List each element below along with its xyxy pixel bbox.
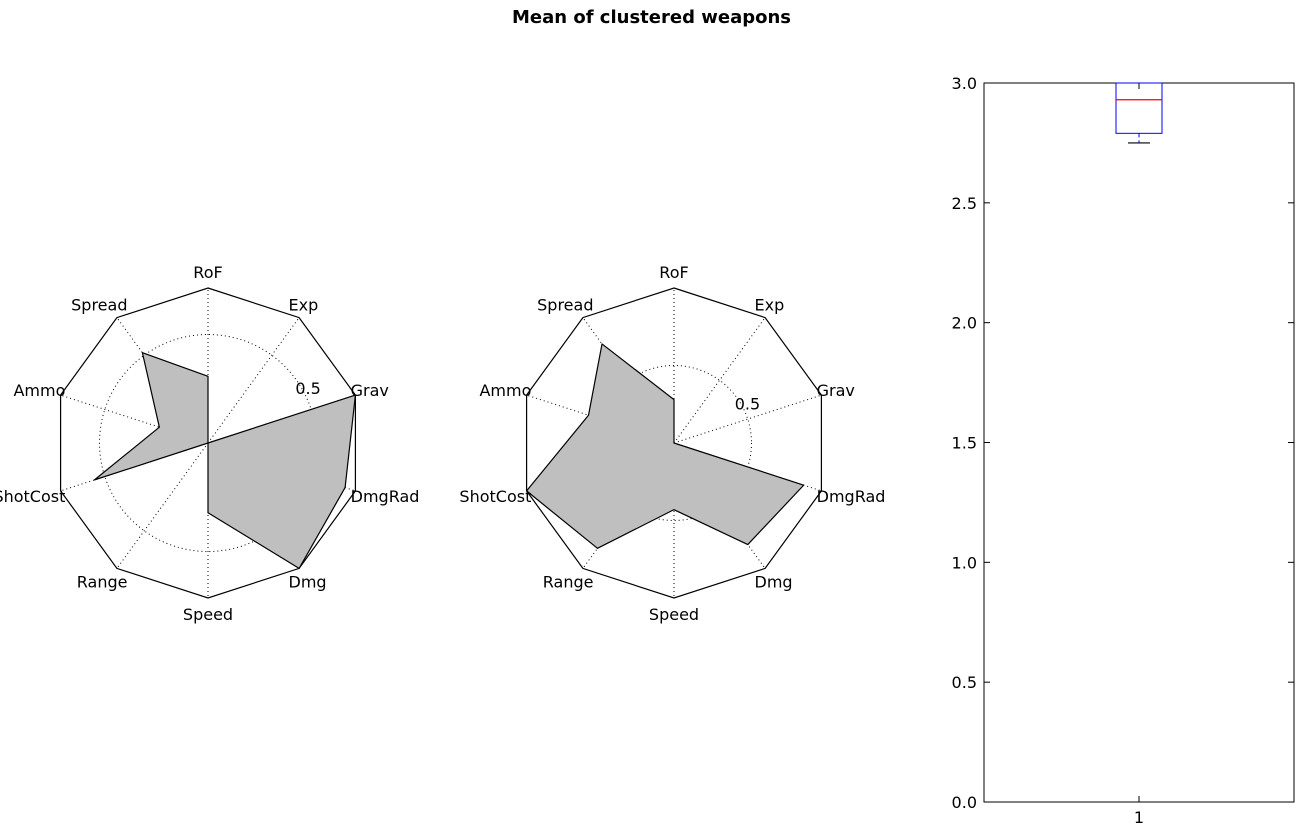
radar-axis-label: RoF <box>659 263 688 282</box>
radar-axis-label: Ammo <box>479 381 531 400</box>
y-tick-label: 3.0 <box>952 74 977 93</box>
radar-data-area <box>93 352 357 569</box>
radar-r-tick-label: 0.5 <box>735 395 760 414</box>
radar-data-area <box>525 343 805 549</box>
radar-axis-label: Speed <box>649 605 699 624</box>
radar-axis-label: Grav <box>817 381 855 400</box>
radar-axis-label: Spread <box>71 296 127 315</box>
radar-axis-label: Ammo <box>13 381 65 400</box>
radar-axis-label: DmgRad <box>351 487 420 506</box>
radar-axis-label: ShotCost <box>459 487 531 506</box>
radar-frame <box>59 287 357 599</box>
radar-chart-1: 0.5 RoF Exp Grav DmgRad Dmg Speed Range ShotCost… <box>0 263 419 624</box>
radar-axis-label: ShotCost <box>0 487 65 506</box>
radar-grid-circle <box>596 365 752 521</box>
y-tick-label: 1.0 <box>952 553 977 572</box>
y-tick-label: 0.0 <box>952 793 977 812</box>
radar-axis-label: Grav <box>351 381 389 400</box>
radar-axis-label: RoF <box>193 263 222 282</box>
y-tick-label: 2.5 <box>952 194 977 213</box>
boxplot-box <box>1115 82 1163 134</box>
radar-axis-label: Spread <box>537 296 593 315</box>
x-tick-label: 1 <box>1134 808 1144 827</box>
radar-axis-label: Range <box>543 572 594 591</box>
radar-spoke <box>673 317 766 444</box>
radar-frame <box>525 287 823 599</box>
figure-title: Mean of clustered weapons <box>512 7 791 28</box>
radar-axis-label: Speed <box>183 605 233 624</box>
radar-r-tick-label: 0.5 <box>295 379 320 398</box>
radar-axis-label: Exp <box>755 296 785 315</box>
boxplot-chart: 0.0 0.5 1.0 1.5 2.0 2.5 3.0 1 <box>952 74 1295 827</box>
radar-chart-2: 0.5 RoF Exp Grav DmgRad Dmg Speed Range ShotCost… <box>459 263 885 624</box>
radar-axis-label: Exp <box>289 296 319 315</box>
y-tick-label: 1.5 <box>952 434 977 453</box>
y-tick-label: 0.5 <box>952 673 977 692</box>
radar-axis-label: Range <box>77 572 128 591</box>
y-tick-label: 2.0 <box>952 314 977 333</box>
radar-axis-label: DmgRad <box>817 487 886 506</box>
boxplot-axes-frame <box>983 82 1295 803</box>
radar-axis-label: Dmg <box>755 572 793 591</box>
radar-axis-label: Dmg <box>289 572 327 591</box>
